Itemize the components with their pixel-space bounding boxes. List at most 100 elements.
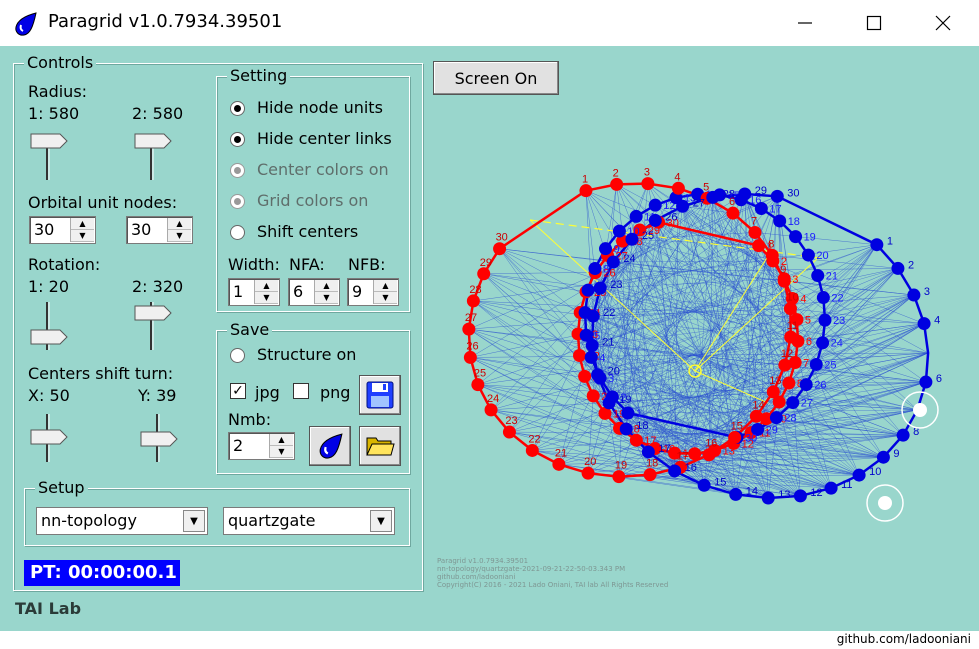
target-node-2 xyxy=(878,496,892,510)
blue-inner-node-29 xyxy=(751,422,765,436)
blue-outer-node-label: 19 xyxy=(619,394,631,406)
red-outer-node-15 xyxy=(728,431,742,445)
spin-up-icon[interactable]: ▲ xyxy=(374,280,397,292)
save-group: Save xyxy=(216,320,410,474)
screen-on-button[interactable]: Screen On xyxy=(433,61,559,95)
shift-x-slider[interactable] xyxy=(30,412,70,464)
blue-inner-node-label: 19 xyxy=(804,232,816,244)
blue-outer-node-6 xyxy=(919,375,933,389)
red-inner-node-label: 30 xyxy=(667,217,679,229)
spin-down-icon[interactable]: ▼ xyxy=(255,292,278,304)
chevron-down-icon[interactable]: ▼ xyxy=(370,510,392,532)
png-checkbox[interactable] xyxy=(293,383,309,399)
rotation1-slider[interactable] xyxy=(30,300,70,352)
blue-inner-node-label: 28 xyxy=(784,413,796,425)
blue-inner-node-27 xyxy=(786,396,800,410)
caption-line: Copyright(C) 2016 - 2021 Lado Oniani, TA… xyxy=(437,581,669,589)
render-caption: Paragrid v1.0.7934.39501 nn-topology/qua… xyxy=(437,557,668,589)
spin-down-icon[interactable]: ▼ xyxy=(315,292,338,304)
spin-down-icon[interactable]: ▼ xyxy=(168,230,191,242)
red-inner-node-22 xyxy=(573,348,587,362)
spin-up-icon[interactable]: ▲ xyxy=(168,218,191,230)
red-inner-node-label: 2 xyxy=(781,256,787,268)
radius1-slider[interactable] xyxy=(30,130,70,182)
blue-outer-node-label: 29 xyxy=(755,185,767,197)
spin-up-icon[interactable]: ▲ xyxy=(270,434,293,446)
red-outer-node-20 xyxy=(581,466,595,480)
red-inner-node-label: 5 xyxy=(805,315,811,327)
topology-select[interactable]: nn-topology ▼ xyxy=(36,507,208,535)
orbital-label: Orbital unit nodes: xyxy=(28,193,178,212)
red-outer-node-30 xyxy=(493,242,507,256)
color-button[interactable] xyxy=(309,426,351,466)
shift-x-value: X: 50 xyxy=(28,386,70,405)
orbital1-spinner[interactable]: 30 ▲ ▼ xyxy=(29,216,96,244)
rotation2-slider[interactable] xyxy=(134,300,174,352)
blue-outer-node-label: 13 xyxy=(778,489,790,501)
chevron-down-icon[interactable]: ▼ xyxy=(183,510,205,532)
maximize-button[interactable] xyxy=(839,0,909,46)
blue-outer-node-label: 15 xyxy=(714,476,726,488)
structure-select[interactable]: quartzgate ▼ xyxy=(223,507,395,535)
red-outer-node-21 xyxy=(552,457,566,471)
blue-outer-node-20 xyxy=(591,368,605,382)
red-outer-node-4 xyxy=(671,181,685,195)
blue-outer-node-1 xyxy=(870,238,884,252)
jpg-checkbox[interactable]: ✓ xyxy=(230,383,246,399)
blue-outer-node-2 xyxy=(891,261,905,275)
red-inner-node-20 xyxy=(586,389,600,403)
red-outer-node-label: 10 xyxy=(786,292,798,304)
width-value: 1 xyxy=(233,282,244,301)
nmb-spinner[interactable]: 2 ▲ ▼ xyxy=(228,432,295,460)
spin-up-icon[interactable]: ▲ xyxy=(255,280,278,292)
red-inner-node-label: 17 xyxy=(644,435,656,447)
graph-canvas: 1234567891011121314151617181920212223242… xyxy=(462,167,942,522)
target-ring-1 xyxy=(901,391,939,429)
blue-inner-node-label: 23 xyxy=(833,315,845,327)
radius2-value: 2: 580 xyxy=(132,104,184,123)
red-outer-node-label: 12 xyxy=(781,348,793,360)
setting-radio-2[interactable] xyxy=(230,132,245,147)
shift-y-slider[interactable] xyxy=(140,412,180,464)
blue-outer-node-12 xyxy=(793,489,807,503)
minimize-button[interactable] xyxy=(770,0,840,46)
spin-down-icon[interactable]: ▼ xyxy=(270,446,293,458)
red-outer-node-29 xyxy=(477,267,491,281)
red-outer-node-label: 16 xyxy=(705,438,717,450)
setting-radio-1[interactable] xyxy=(230,101,245,116)
open-folder-button[interactable] xyxy=(359,426,401,466)
setting-radio-5[interactable] xyxy=(230,225,245,240)
red-outer-node-label: 18 xyxy=(646,458,658,470)
red-inner-node-1 xyxy=(752,239,766,253)
structure-radio[interactable] xyxy=(230,348,245,363)
save-button[interactable] xyxy=(359,375,401,415)
spin-up-icon[interactable]: ▲ xyxy=(315,280,338,292)
nmb-value: 2 xyxy=(233,436,244,455)
nfb-spinner[interactable]: 9 ▲ ▼ xyxy=(347,278,399,306)
close-button[interactable] xyxy=(908,0,978,46)
red-inner-node-label: 7 xyxy=(803,358,809,370)
blue-outer-node-19 xyxy=(602,396,616,410)
width-spinner[interactable]: 1 ▲ ▼ xyxy=(228,278,280,306)
red-outer-node-28 xyxy=(466,294,480,308)
red-outer-node-7 xyxy=(748,225,762,239)
orbital2-spinner[interactable]: 30 ▲ ▼ xyxy=(126,216,193,244)
red-outer-node-label: 6 xyxy=(729,196,735,208)
nfb-value: 9 xyxy=(352,282,363,301)
nfa-spinner[interactable]: 6 ▲ ▼ xyxy=(288,278,340,306)
png-label: png xyxy=(320,383,351,402)
spin-down-icon[interactable]: ▼ xyxy=(374,292,397,304)
blue-outer-node-27 xyxy=(676,199,690,213)
red-inner-node-8 xyxy=(782,376,796,390)
blue-outer-node-label: 10 xyxy=(869,466,881,478)
setting-group: Setting xyxy=(216,66,410,312)
spin-up-icon[interactable]: ▲ xyxy=(71,218,94,230)
spin-down-icon[interactable]: ▼ xyxy=(71,230,94,242)
radius2-slider[interactable] xyxy=(134,130,174,182)
blue-outer-node-8 xyxy=(896,428,910,442)
blue-outer-node-label: 30 xyxy=(787,187,799,199)
blue-inner-node-label: 22 xyxy=(831,293,843,305)
blue-inner-node-11 xyxy=(629,209,643,223)
red-outer-node-label: 25 xyxy=(474,368,486,380)
title-bar: Paragrid v1.0.7934.39501 xyxy=(0,0,979,46)
